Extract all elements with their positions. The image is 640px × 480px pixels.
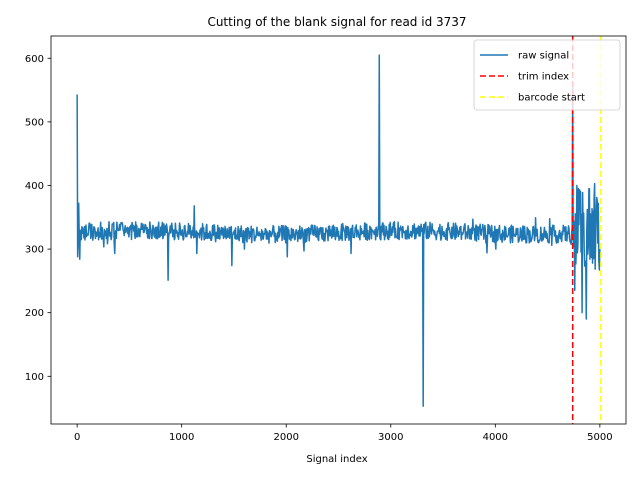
x-axis: 0 1000 2000 3000 4000 5000 (74, 424, 613, 443)
y-tick-label: 200 (25, 308, 44, 319)
x-tick-label: 4000 (483, 432, 508, 443)
y-tick-label: 300 (25, 245, 44, 256)
legend-label: raw signal (518, 51, 569, 62)
x-axis-label: Signal index (306, 454, 367, 465)
x-tick-label: 3000 (378, 432, 403, 443)
series-layer (76, 54, 601, 407)
y-tick-label: 400 (25, 181, 44, 192)
legend: raw signal trim index barcode start (473, 39, 621, 111)
chart-title: Cutting of the blank signal for read id … (207, 15, 466, 29)
y-tick-label: 600 (25, 54, 44, 65)
y-axis: 100 200 300 400 500 600 (25, 54, 51, 383)
x-tick-label: 2000 (274, 432, 299, 443)
x-tick-label: 1000 (169, 432, 194, 443)
legend-label: trim index (518, 72, 569, 83)
raw-signal-line (76, 54, 601, 407)
y-tick-label: 100 (25, 372, 44, 383)
legend-label: barcode start (518, 93, 585, 104)
legend-box (473, 39, 621, 111)
x-tick-label: 0 (74, 432, 80, 443)
plot-frame (50, 35, 627, 425)
y-tick-label: 500 (25, 117, 44, 128)
x-tick-label: 5000 (587, 432, 612, 443)
